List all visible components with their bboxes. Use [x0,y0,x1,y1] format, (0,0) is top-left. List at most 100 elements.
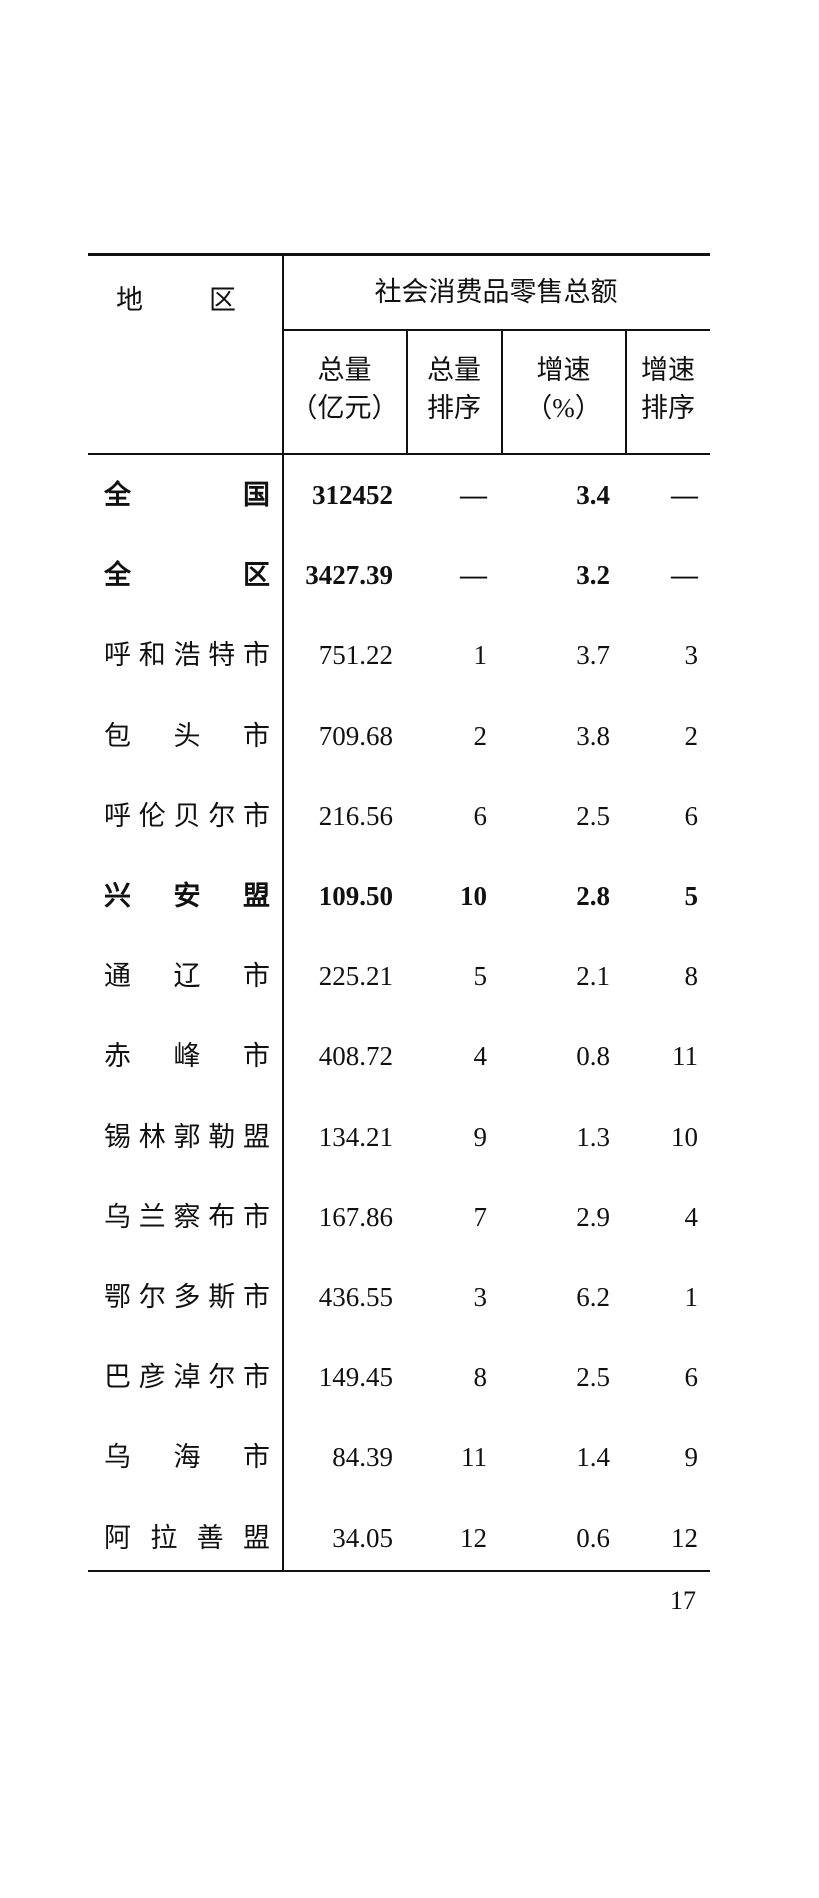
region-name: 阿拉善盟 [104,1522,270,1553]
growth-rank: 1 [684,1282,699,1312]
growth-rank: 3 [684,640,699,671]
growth-value: 3.2 [576,560,610,591]
growth-value: 2.8 [576,881,610,911]
total-value: 225.21 [318,961,393,992]
total-rank: 10 [460,881,487,911]
region-name: 呼和浩特市 [104,640,270,671]
total-value: 34.05 [332,1522,393,1553]
col-header-line: 总量 [317,355,372,385]
growth-value: 6.2 [576,1282,610,1312]
growth-value: 0.6 [576,1522,610,1553]
table-row: 呼伦贝尔市 216.56 6 2.5 6 [88,799,710,833]
growth-rank: 4 [684,1201,699,1232]
total-value: 167.86 [318,1201,393,1232]
growth-value: 1.3 [576,1121,610,1152]
growth-value: 1.4 [576,1442,610,1473]
region-name: 包头市 [104,720,270,751]
total-rank: 8 [473,1362,488,1393]
region-name: 呼伦贝尔市 [104,800,270,831]
region-column-divider [282,255,284,1571]
group-header: 社会消费品零售总额 [374,277,618,307]
total-rank: 5 [473,961,488,992]
growth-rank: 9 [684,1442,699,1473]
total-rank: — [460,560,487,591]
col-header-growth: 增速 （%） [502,351,625,427]
col-header-line: （亿元） [290,393,399,423]
table-row: 赤峰市 408.72 4 0.8 11 [88,1039,710,1073]
growth-value: 2.5 [576,800,610,831]
column-divider [625,329,627,453]
region-header: 地区 [116,285,236,315]
total-value: 3427.39 [305,560,393,591]
total-rank: 3 [473,1282,488,1312]
group-header-rule [282,329,710,331]
growth-value: 0.8 [576,1041,610,1072]
region-name: 兴安盟 [104,881,270,911]
total-value: 149.45 [318,1362,393,1393]
growth-rank: 5 [684,881,699,911]
col-header-total-rank: 总量 排序 [407,351,501,427]
growth-rank: 6 [684,1362,699,1393]
total-value: 216.56 [318,800,393,831]
table-top-rule [88,253,710,256]
col-header-line: （%） [525,393,602,423]
growth-rank: 8 [684,961,699,992]
total-value: 84.39 [332,1442,393,1473]
column-divider [406,329,408,453]
table-row: 兴安盟 109.50 10 2.8 5 [88,879,710,913]
total-rank: 4 [473,1041,488,1072]
table-row: 阿拉善盟 34.05 12 0.6 12 [88,1521,710,1555]
total-rank: 6 [473,800,488,831]
total-rank: — [460,480,487,510]
col-header-total: 总量 （亿元） [283,351,406,427]
table-row: 全国 312452 — 3.4 — [88,478,710,512]
growth-value: 2.5 [576,1362,610,1393]
growth-value: 2.9 [576,1201,610,1232]
growth-rank: — [671,480,698,510]
total-value: 408.72 [318,1041,393,1072]
growth-rank: 10 [671,1121,698,1152]
growth-rank: 6 [684,800,699,831]
region-name: 通辽市 [104,961,270,992]
col-header-line: 增速 [536,355,591,385]
region-name: 赤峰市 [104,1041,270,1072]
table-row: 通辽市 225.21 5 2.1 8 [88,959,710,993]
total-value: 751.22 [318,640,393,671]
growth-rank: — [671,560,698,591]
table-row: 乌兰察布市 167.86 7 2.9 4 [88,1200,710,1234]
table-row: 锡林郭勒盟 134.21 9 1.3 10 [88,1120,710,1154]
growth-value: 3.7 [576,640,610,671]
total-rank: 11 [461,1442,487,1473]
total-value: 134.21 [318,1121,393,1152]
table-row: 乌海市 84.39 11 1.4 9 [88,1440,710,1474]
growth-value: 2.1 [576,961,610,992]
region-name: 锡林郭勒盟 [104,1121,270,1152]
growth-value: 3.4 [576,480,610,510]
table-row: 巴彦淖尔市 149.45 8 2.5 6 [88,1360,710,1394]
col-header-line: 排序 [641,393,695,423]
growth-value: 3.8 [576,720,610,751]
region-name: 全区 [104,560,270,591]
col-header-growth-rank: 增速 排序 [626,351,710,427]
region-name: 乌海市 [104,1442,270,1473]
total-value: 709.68 [318,720,393,751]
total-rank: 2 [473,720,488,751]
col-header-line: 排序 [427,393,481,423]
total-rank: 12 [460,1522,487,1553]
growth-rank: 12 [671,1522,698,1553]
col-header-line: 增速 [641,355,695,385]
region-name: 鄂尔多斯市 [104,1282,270,1312]
col-header-line: 总量 [427,355,481,385]
table-row: 鄂尔多斯市 436.55 3 6.2 1 [88,1280,710,1314]
growth-rank: 11 [672,1041,698,1072]
total-rank: 7 [473,1201,488,1232]
region-name: 巴彦淖尔市 [104,1362,270,1393]
total-rank: 1 [473,640,488,671]
header-bottom-rule [88,453,710,455]
region-name: 乌兰察布市 [104,1201,270,1232]
column-divider [501,329,503,453]
table-row: 呼和浩特市 751.22 1 3.7 3 [88,638,710,672]
growth-rank: 2 [684,720,699,751]
total-value: 109.50 [318,881,393,911]
total-value: 436.55 [318,1282,393,1312]
